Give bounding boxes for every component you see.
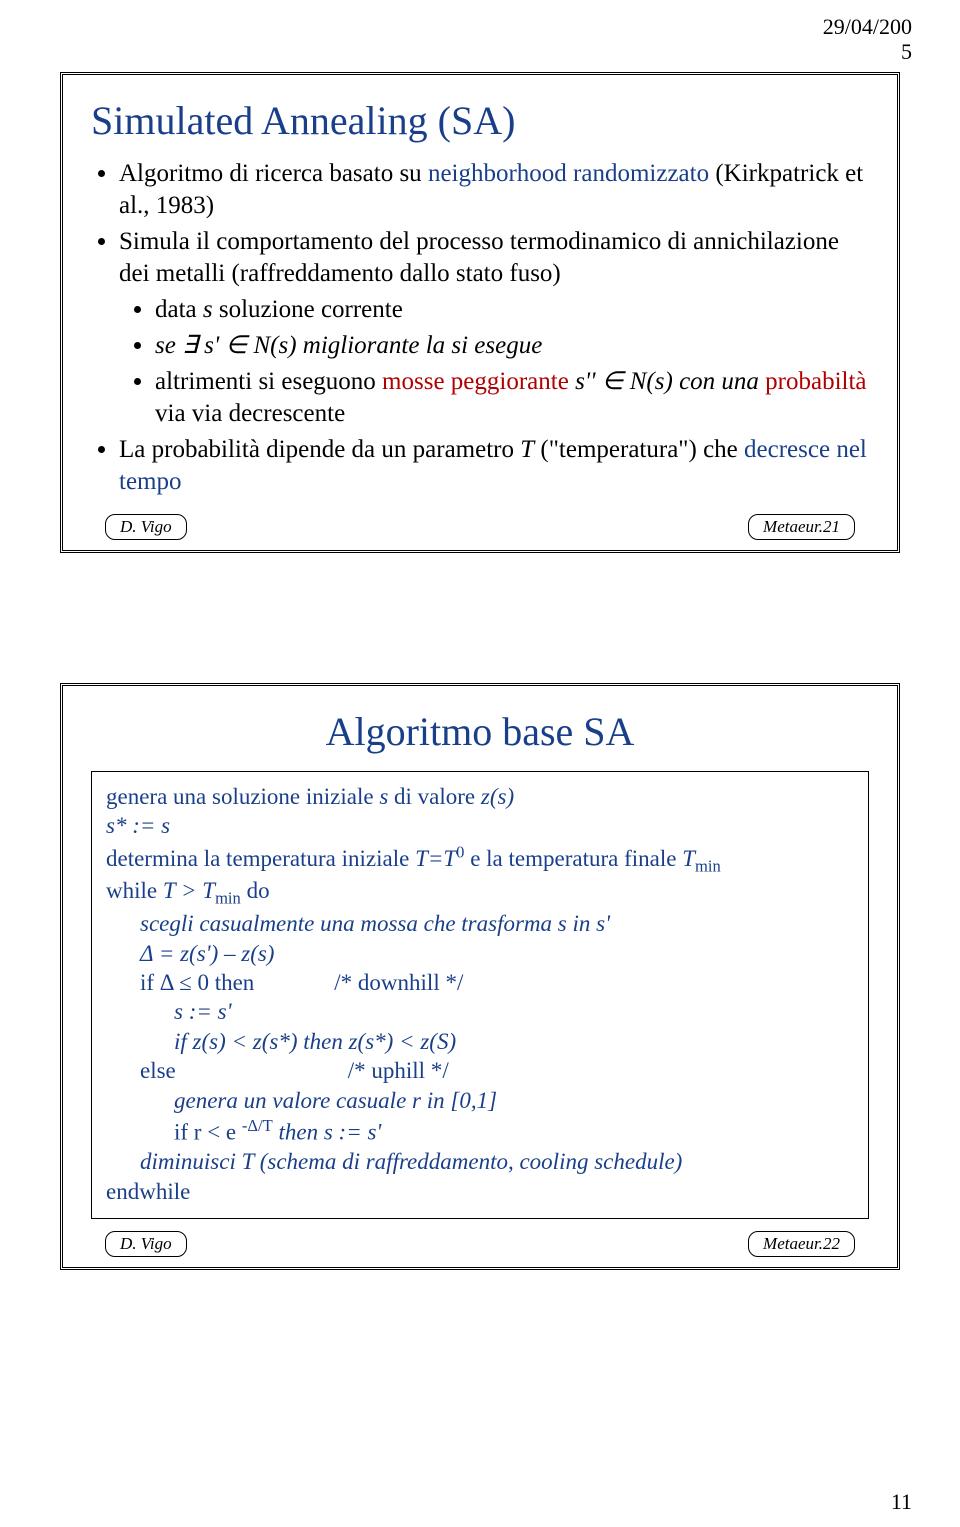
slide-1-title: Simulated Annealing (SA) <box>91 97 869 144</box>
page-number: 11 <box>891 1489 912 1515</box>
bullet-1-pre: Algoritmo di ricerca basato su <box>119 160 428 187</box>
l7-if: if Δ ≤ 0 then <box>140 970 254 995</box>
l1-i2: z(s) <box>481 784 514 809</box>
line-11: genera un valore casuale r in [0,1] <box>106 1086 854 1115</box>
sb1-ital: s <box>203 296 213 323</box>
line-2: s* := s <box>106 813 170 838</box>
slide-1-bullets: Algoritmo di ricerca basato su neighborh… <box>91 158 869 498</box>
l7-comment: /* downhill */ <box>334 968 463 997</box>
line-13: diminuisci T (schema di raffreddamento, … <box>106 1147 854 1176</box>
l10-comment: /* uphill */ <box>348 1056 449 1085</box>
l12-pre: if r < e <box>174 1120 242 1145</box>
bullet-1-blue: neighborhood randomizzato <box>428 160 709 187</box>
slide-2-footer-left: D. Vigo <box>105 1231 187 1257</box>
l1-i1: s <box>379 784 388 809</box>
l12-sup: -Δ/T <box>242 1116 273 1135</box>
l4-pre: while <box>106 878 163 903</box>
page: 29/04/200 5 Simulated Annealing (SA) Alg… <box>0 0 960 1527</box>
header-date: 29/04/200 5 <box>823 14 912 65</box>
b3-mid: ("temperatura") che <box>534 436 744 463</box>
l1-mid: di valore <box>388 784 481 809</box>
sb2-text: se ∃ s' ∈ N(s) migliorante la si esegue <box>155 332 542 359</box>
sub-bullet-2: se ∃ s' ∈ N(s) migliorante la si esegue <box>155 330 869 362</box>
sb3-pre: altrimenti si eseguono <box>155 368 382 395</box>
slide-2-footer-right: Metaeur.22 <box>748 1231 855 1257</box>
line-4: while T > Tmin do <box>106 878 270 903</box>
line-10: else /* uphill */ <box>106 1056 854 1085</box>
b3-pre: La probabilità dipende da un parametro <box>119 436 520 463</box>
sub-bullet-3: altrimenti si eseguono mosse peggiorante… <box>155 366 869 430</box>
l9-text: if z(s) < z(s*) then z(s*) < z(S) <box>174 1029 456 1054</box>
b3-ital: T <box>520 436 534 463</box>
l4-cond-a: T > T <box>163 878 215 903</box>
line-6: Δ = z(s') – z(s) <box>106 939 854 968</box>
l3-T: T <box>682 846 695 871</box>
slide-2-title: Algoritmo base SA <box>91 708 869 755</box>
sb3-red2: probabiltà <box>765 368 866 395</box>
pseudocode-box: genera una soluzione iniziale s di valor… <box>91 771 869 1219</box>
sb1-pre: data <box>155 296 203 323</box>
l1-pre: genera una soluzione iniziale <box>106 784 379 809</box>
line-9: if z(s) < z(s*) then z(s*) < z(S) <box>106 1027 854 1056</box>
line-5: scegli casualmente una mossa che trasfor… <box>106 909 854 938</box>
line-12: if r < e -Δ/T then s := s' <box>106 1115 854 1147</box>
sub-bullets: data s soluzione corrente se ∃ s' ∈ N(s)… <box>119 294 869 430</box>
slide-1-footer-left: D. Vigo <box>105 514 187 540</box>
sb1-post: soluzione corrente <box>213 296 403 323</box>
l3-post1: e la temperatura finale <box>464 846 682 871</box>
l4-cond-sub: min <box>215 889 241 908</box>
l5-text: scegli casualmente una mossa che trasfor… <box>140 911 610 936</box>
l11-text: genera un valore casuale r in [0,1] <box>174 1088 497 1113</box>
l10-else: else <box>140 1058 176 1083</box>
bullet-2: Simula il comportamento del processo ter… <box>119 226 869 290</box>
slide-1-footer-right: Metaeur.21 <box>748 514 855 540</box>
line-14: endwhile <box>106 1179 190 1204</box>
line-1: genera una soluzione iniziale s di valor… <box>106 784 514 809</box>
date-line-1: 29/04/200 <box>823 14 912 39</box>
l12-post: then s := s' <box>273 1120 382 1145</box>
sb3-mid: s'' ∈ N(s) con una <box>569 368 765 395</box>
sb3-post: via via decrescente <box>155 400 345 427</box>
sb3-red: mosse peggiorante <box>382 368 569 395</box>
l4-post: do <box>241 878 270 903</box>
line-3: determina la temperatura iniziale T=T0 e… <box>106 846 721 871</box>
line-7: if Δ ≤ 0 then /* downhill */ <box>106 968 854 997</box>
l3-sub: min <box>695 856 721 875</box>
l3-mid: T=T <box>415 846 456 871</box>
bullet-3: La probabilità dipende da un parametro T… <box>119 434 869 498</box>
slide-1-frame: Simulated Annealing (SA) Algoritmo di ri… <box>60 72 900 553</box>
l3-pre: determina la temperatura iniziale <box>106 846 415 871</box>
l13-text: diminuisci T (schema di raffreddamento, … <box>140 1149 682 1174</box>
l8-text: s := s' <box>174 999 232 1024</box>
slide-2-frame: Algoritmo base SA genera una soluzione i… <box>60 683 900 1270</box>
date-line-2: 5 <box>901 39 912 64</box>
l6-text: Δ = z(s') – z(s) <box>140 941 274 966</box>
bullet-1: Algoritmo di ricerca basato su neighborh… <box>119 158 869 222</box>
sub-bullet-1: data s soluzione corrente <box>155 294 869 326</box>
line-8: s := s' <box>106 997 854 1026</box>
